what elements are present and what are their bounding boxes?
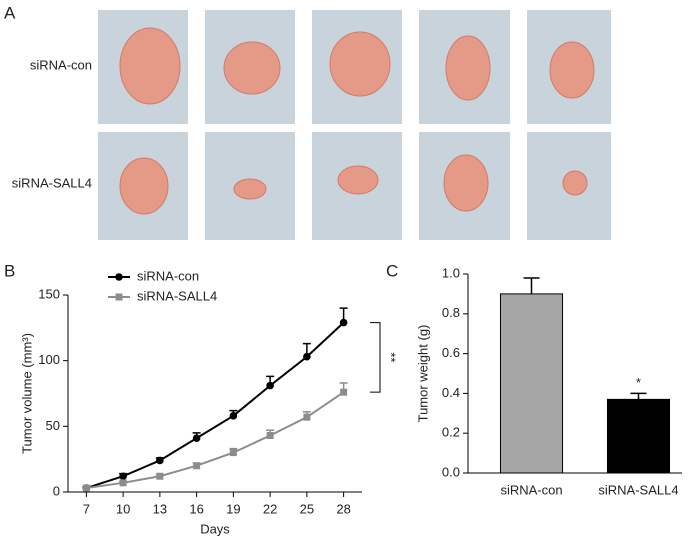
point bbox=[82, 484, 90, 492]
y-tick-label: 0 bbox=[53, 483, 60, 498]
annotation: ** bbox=[384, 352, 399, 362]
significance-bracket bbox=[370, 322, 381, 393]
point bbox=[193, 462, 201, 470]
y-tick-label: 0.2 bbox=[442, 425, 460, 440]
y-tick-label: 1.0 bbox=[442, 265, 460, 280]
y-tick-label: 100 bbox=[38, 352, 60, 367]
tumor bbox=[445, 35, 491, 101]
legend-marker bbox=[115, 293, 123, 301]
x-tick-label: siRNA-SALL4 bbox=[598, 482, 678, 497]
tumor bbox=[233, 178, 267, 200]
point bbox=[339, 318, 348, 327]
y-tick-label: 150 bbox=[38, 286, 60, 301]
point bbox=[303, 413, 311, 421]
x-tick-label: 25 bbox=[300, 501, 314, 516]
point bbox=[266, 381, 274, 390]
tumor bbox=[223, 41, 281, 95]
bar bbox=[499, 293, 564, 474]
y-tick-label: 0.0 bbox=[442, 464, 460, 479]
tumor bbox=[329, 31, 391, 97]
row-label: siRNA-SALL4 bbox=[12, 175, 92, 190]
point bbox=[303, 352, 311, 361]
x-tick-label: siRNA-con bbox=[500, 482, 562, 497]
error-bar bbox=[523, 277, 540, 294]
point bbox=[119, 479, 127, 487]
tumor bbox=[443, 154, 489, 212]
y-tick-label: 0.6 bbox=[442, 345, 460, 360]
point bbox=[119, 472, 127, 481]
x-tick-label: 13 bbox=[153, 501, 167, 516]
tumor bbox=[549, 41, 595, 99]
y-tick-label: 0.4 bbox=[442, 385, 460, 400]
point bbox=[340, 388, 348, 396]
point bbox=[156, 456, 164, 465]
line bbox=[86, 391, 345, 490]
tumor bbox=[337, 165, 379, 195]
tumor bbox=[562, 170, 588, 196]
y-tick-label: 0.8 bbox=[442, 305, 460, 320]
tumor bbox=[119, 27, 181, 105]
x-tick-label: 16 bbox=[189, 501, 203, 516]
x-tick-label: 28 bbox=[336, 501, 350, 516]
panel-label: B bbox=[4, 261, 15, 280]
error-bar bbox=[630, 392, 647, 400]
bar bbox=[606, 398, 671, 474]
y-tick-label: 50 bbox=[46, 418, 60, 433]
x-tick-label: 10 bbox=[116, 501, 130, 516]
point bbox=[266, 432, 274, 440]
point bbox=[229, 449, 237, 457]
legend-label: siRNA-con bbox=[137, 268, 199, 283]
tumor bbox=[119, 157, 169, 215]
y-axis-label: Tumor weight (g) bbox=[415, 325, 430, 423]
point bbox=[156, 472, 164, 480]
photos bbox=[98, 10, 611, 240]
x-tick-label: 7 bbox=[83, 501, 90, 516]
point bbox=[192, 434, 201, 442]
x-tick-label: 22 bbox=[263, 501, 277, 516]
legend-label: siRNA-SALL4 bbox=[137, 288, 217, 303]
y-axis-label: Tumor volume (mm³) bbox=[19, 333, 34, 454]
x-tick-label: 19 bbox=[226, 501, 240, 516]
line bbox=[86, 321, 345, 490]
row-label: siRNA-con bbox=[30, 57, 92, 72]
annotation: * bbox=[636, 375, 641, 390]
panel-label: C bbox=[386, 261, 398, 280]
panel-label: A bbox=[4, 3, 16, 22]
x-axis-label: Days bbox=[200, 521, 230, 536]
legend-marker bbox=[115, 273, 123, 281]
point bbox=[229, 412, 238, 420]
